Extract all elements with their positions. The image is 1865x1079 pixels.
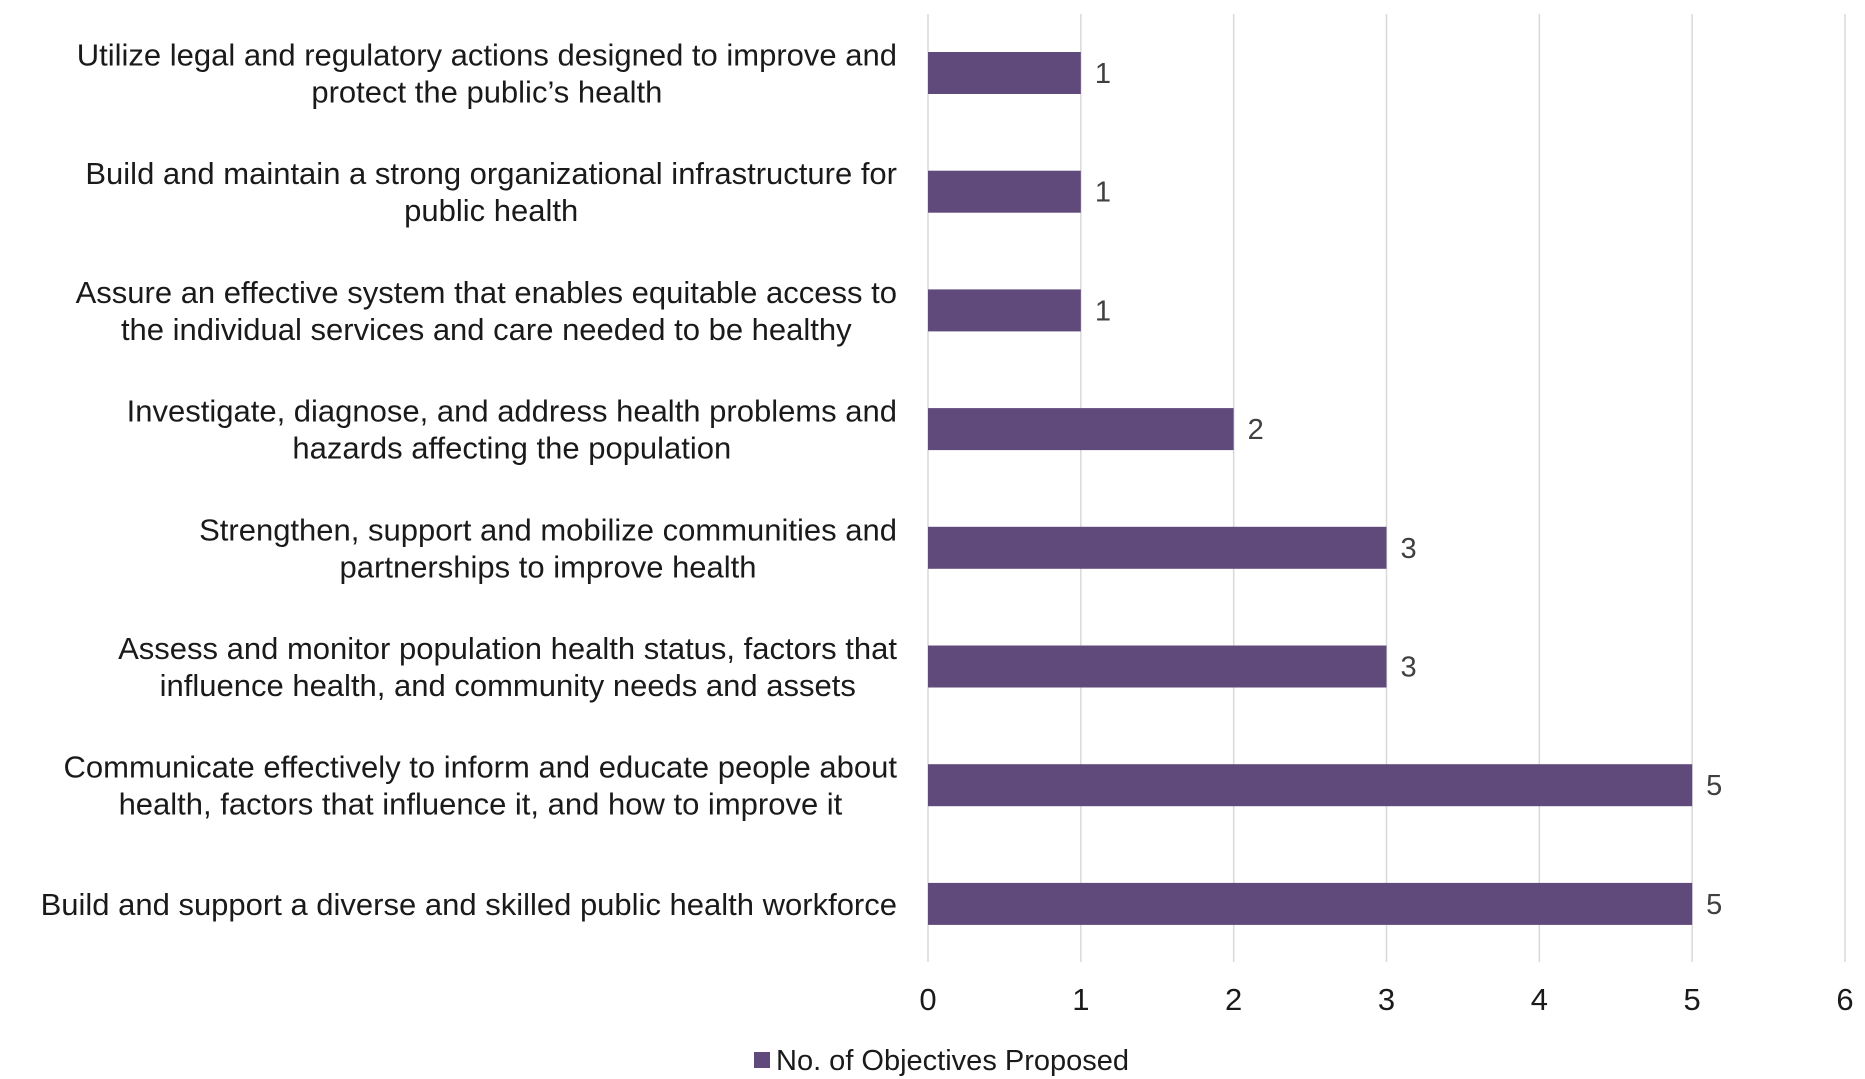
bar-3	[928, 408, 1234, 451]
data-label-3: 2	[1248, 414, 1264, 446]
category-label-4: Strengthen, support and mobilize communi…	[199, 512, 897, 584]
data-label-2: 1	[1095, 295, 1111, 327]
category-label-0: Utilize legal and regulatory actions des…	[77, 38, 897, 110]
category-label-5-line-0: Assess and monitor population health sta…	[118, 631, 897, 666]
bar-6	[928, 764, 1693, 807]
category-label-5-line-1: influence health, and community needs an…	[160, 668, 856, 703]
x-tick-label-3: 3	[1378, 982, 1395, 1017]
category-label-6-line-1: health, factors that influence it, and h…	[119, 787, 843, 822]
x-axis-ticks: 0 1 2 3 4 5 6	[919, 982, 1853, 1017]
x-tick-label-1: 1	[1072, 982, 1089, 1017]
category-label-3: Investigate, diagnose, and address healt…	[127, 394, 897, 466]
category-label-4-line-0: Strengthen, support and mobilize communi…	[199, 512, 897, 547]
category-label-7: Build and support a diverse and skilled …	[41, 887, 897, 922]
data-labels: 1 1 1 2 3 3 5 5	[1095, 58, 1722, 921]
bar-5	[928, 645, 1387, 688]
category-label-0-line-1: protect the public’s health	[311, 75, 662, 110]
bar-4	[928, 526, 1387, 569]
data-label-6: 5	[1706, 770, 1722, 802]
data-label-1: 1	[1095, 177, 1111, 209]
data-label-0: 1	[1095, 58, 1111, 90]
category-label-2-line-0: Assure an effective system that enables …	[76, 275, 897, 310]
x-tick-label-0: 0	[919, 982, 936, 1017]
bar-7	[928, 882, 1693, 925]
category-label-2-line-1: the individual services and care needed …	[121, 312, 852, 347]
bar-2	[928, 289, 1081, 332]
data-label-7: 5	[1706, 889, 1722, 921]
data-label-4: 3	[1401, 533, 1417, 565]
category-label-6: Communicate effectively to inform and ed…	[64, 750, 898, 822]
category-label-1: Build and maintain a strong organization…	[85, 156, 897, 228]
category-label-3-line-1: hazards affecting the population	[292, 431, 731, 466]
category-labels: Utilize legal and regulatory actions des…	[41, 38, 898, 922]
x-tick-label-2: 2	[1225, 982, 1242, 1017]
gridlines	[927, 14, 1846, 962]
bars	[928, 52, 1693, 925]
category-label-0-line-0: Utilize legal and regulatory actions des…	[77, 38, 897, 73]
category-label-3-line-0: Investigate, diagnose, and address healt…	[127, 394, 897, 429]
legend-label: No. of Objectives Proposed	[776, 1045, 1129, 1077]
category-label-1-line-1: public health	[404, 193, 578, 228]
bar-0	[928, 52, 1081, 94]
x-tick-label-5: 5	[1684, 982, 1701, 1017]
category-label-5: Assess and monitor population health sta…	[118, 631, 897, 703]
x-tick-label-6: 6	[1836, 982, 1853, 1017]
category-label-4-line-1: partnerships to improve health	[340, 549, 757, 584]
category-label-6-line-0: Communicate effectively to inform and ed…	[64, 750, 898, 785]
category-label-2: Assure an effective system that enables …	[76, 275, 897, 347]
category-label-1-line-0: Build and maintain a strong organization…	[85, 156, 897, 191]
data-label-5: 3	[1401, 652, 1417, 684]
legend-swatch	[754, 1052, 770, 1068]
bar-1	[928, 170, 1081, 213]
x-tick-label-4: 4	[1531, 982, 1548, 1017]
category-label-7-line-0: Build and support a diverse and skilled …	[41, 887, 897, 922]
legend: No. of Objectives Proposed	[754, 1045, 1129, 1077]
